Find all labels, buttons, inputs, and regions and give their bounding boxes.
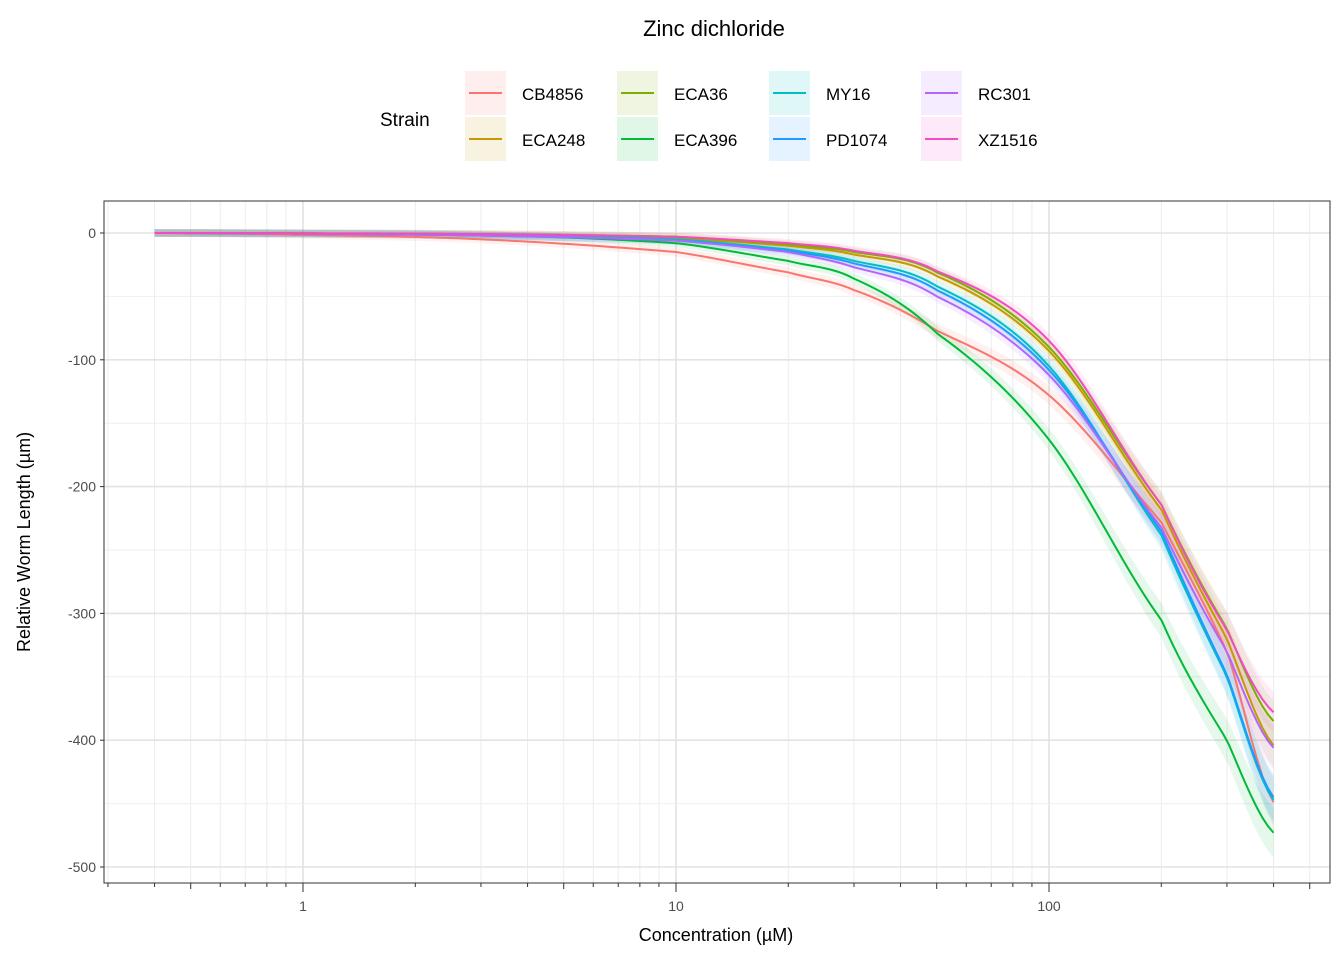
legend-title: Strain: [380, 110, 430, 131]
line-XZ1516: [154, 232, 1275, 713]
legend-label-RC301: RC301: [978, 85, 1031, 104]
y-tick-label: -100: [68, 352, 96, 368]
y-axis-title: Relative Worm Length (µm): [14, 432, 34, 652]
ribbon-ECA396: [154, 229, 1274, 858]
x-axis-title: Concentration (µM): [639, 925, 793, 945]
legend-label-CB4856: CB4856: [522, 85, 583, 104]
legend-label-XZ1516: XZ1516: [978, 131, 1038, 150]
legend-label-ECA396: ECA396: [674, 131, 737, 150]
y-tick-label: -400: [68, 732, 96, 748]
y-tick-label: -200: [68, 479, 96, 495]
x-tick-label: 1: [299, 898, 307, 914]
y-tick-label: -300: [68, 605, 96, 621]
y-tick-label: -500: [68, 859, 96, 875]
x-tick-label: 100: [1037, 898, 1061, 914]
legend-label-MY16: MY16: [826, 85, 870, 104]
x-tick-label: 10: [668, 898, 684, 914]
legend-label-ECA248: ECA248: [522, 131, 585, 150]
plot-panel: [104, 201, 1330, 883]
y-tick-label: 0: [88, 225, 96, 241]
chart-title: Zinc dichloride: [643, 16, 785, 41]
line-CB4856: [154, 232, 1275, 803]
panel-border: [103, 200, 1331, 884]
legend-label-ECA36: ECA36: [674, 85, 728, 104]
legend-label-PD1074: PD1074: [826, 131, 887, 150]
